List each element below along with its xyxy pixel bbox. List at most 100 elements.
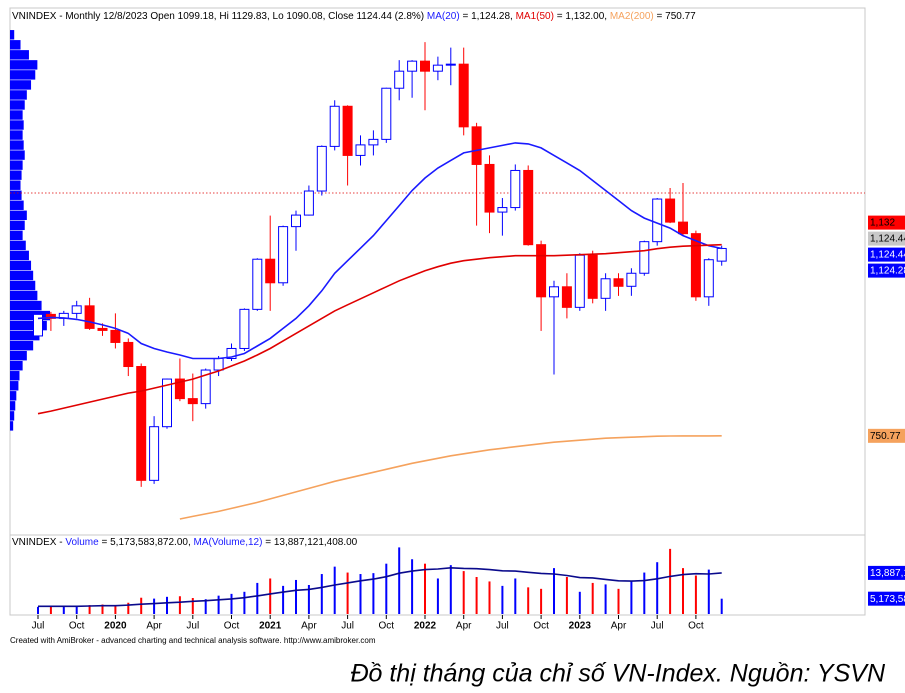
header-part: MA2(200) [610,11,654,22]
volume-bar [127,602,130,614]
volume-bar [114,606,117,614]
candle-body [45,313,56,319]
volume-profile-bar [10,260,32,271]
candle-body [33,313,43,337]
caption: Đồ thị tháng của chỉ số VN-Index. Nguồn:… [350,660,886,688]
volume-bar [643,572,646,614]
x-tick-label: Apr [456,621,472,632]
volume-profile-bar [10,421,14,431]
volume-bar [359,574,362,614]
candle-body [278,226,289,284]
volume-profile-bar [10,190,22,200]
volume-bar [101,604,104,614]
candle-body [523,169,534,246]
x-tick-label: Jul [341,621,354,632]
candle-body [394,70,405,89]
volume-profile-bar [10,100,25,110]
volume-profile-bar [10,391,17,401]
volume-profile-bar [10,411,15,421]
candle-body [84,305,95,329]
candle-body [652,198,663,243]
candle-body [639,241,650,274]
header-part: = 5,173,583,872.00, [99,537,194,548]
volume-bar [295,579,297,614]
price-label: 1,124.44 [870,250,905,261]
volume-profile-bar [10,361,23,371]
candle-body [484,163,495,213]
x-tick-label: 2021 [259,621,282,632]
header-part: MA1(50) [516,11,554,22]
candle-body [174,378,185,400]
volume-bar [307,584,310,614]
volume-profile-bar [10,340,34,351]
header-part: MA(20) [427,11,460,22]
candle-body [329,105,340,147]
volume-profile-bar [10,320,47,331]
volume-bar [178,596,181,614]
price-label: 1,132 [870,218,895,229]
volume-bar [669,548,672,614]
volume-profile-bar [10,230,23,241]
volume-bar [37,606,39,614]
volume-profile-bar [10,250,29,261]
x-tick-label: 2023 [569,621,592,632]
volume-profile-bar [10,240,26,251]
volume-bar [578,591,581,614]
x-tick-label: Oct [533,621,549,632]
candle-body [342,105,353,156]
candle-body [458,63,469,128]
volume-bar [424,563,426,614]
volume-profile-bar [10,150,25,160]
candle-body [549,286,559,298]
volume-bar [527,587,530,614]
volume-profile-bar [10,130,23,140]
candle-body [355,144,366,156]
header-part: Volume [65,537,99,548]
candle-body [303,190,314,216]
volume-profile-bar [10,180,21,190]
volume-bar [49,606,52,614]
price-label-box [868,565,905,580]
candle-body [239,308,250,349]
candle-body [149,426,160,481]
volume-profile-bar [10,40,21,50]
volume-profile-bar [10,371,20,381]
candle-body [368,138,379,146]
volume-bar [707,569,710,614]
volume-bar [269,578,272,614]
volume-bar [166,596,168,614]
volume-bar [501,585,504,614]
price-label: 750.77 [870,431,901,442]
volume-bar [243,591,246,614]
candle-body [71,305,82,314]
volume-bar [630,581,633,614]
volume-bar [88,605,91,614]
chart-header: VNINDEX - Volume = 5,173,583,872.00, MA(… [12,537,358,548]
chart-header: VNINDEX - Monthly 12/8/2023 Open 1099.18… [12,11,696,22]
x-tick-label: Jul [186,621,199,632]
volume-bar [282,585,285,614]
volume-bar [230,593,233,614]
header-part: = 13,887,121,408.00 [262,537,357,548]
candle-body [97,327,108,331]
x-tick-label: Jul [651,621,664,632]
candle-body [678,221,688,235]
volume-profile-bar [10,381,19,391]
volume-profile-bar [10,270,34,281]
candle-body [536,244,547,298]
volume-average-line [38,566,722,608]
header-part: = 1,124.28, [460,11,516,22]
volume-profile-bar [10,80,32,90]
price-label-box [868,231,905,246]
candle-body [600,278,611,299]
candle-body [407,60,418,72]
x-tick-label: Oct [224,621,240,632]
volume-bar [140,597,143,614]
candle-body [703,259,714,298]
x-tick-label: Apr [146,621,162,632]
volume-bar [411,559,414,614]
candle-body [626,272,637,287]
candle-body [200,369,211,405]
volume-bar [217,595,220,614]
